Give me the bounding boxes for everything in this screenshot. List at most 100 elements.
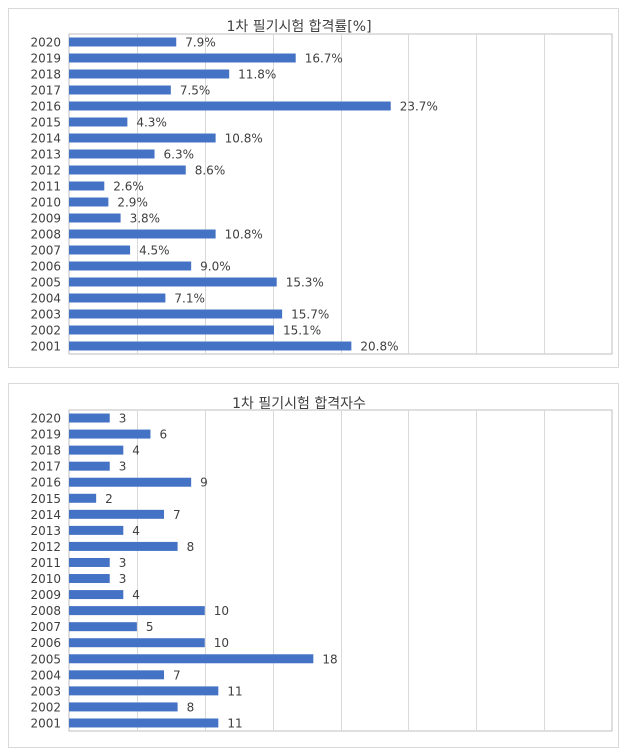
- chart-title: 1차 필기시험 합격자수: [232, 396, 366, 412]
- bar: [69, 670, 165, 680]
- category-label: 2012: [30, 540, 61, 554]
- bar: [69, 622, 137, 632]
- bar: [69, 461, 110, 471]
- data-label: 10.8%: [225, 228, 263, 242]
- bar: [69, 702, 178, 712]
- bar: [69, 477, 192, 487]
- bar: [69, 101, 391, 111]
- data-label: 7: [173, 508, 181, 522]
- bar: [69, 133, 216, 143]
- data-label: 9: [200, 476, 208, 490]
- category-label: 2016: [30, 476, 61, 490]
- category-label: 2004: [30, 292, 61, 306]
- bar: [69, 37, 177, 47]
- bar: [69, 165, 186, 175]
- bar: [69, 686, 219, 696]
- category-label: 2013: [30, 148, 61, 162]
- bar: [69, 541, 178, 551]
- data-label: 10.8%: [225, 132, 263, 146]
- data-label: 4: [132, 444, 140, 458]
- category-label: 2014: [30, 132, 61, 146]
- bar: [69, 261, 192, 271]
- pass-count-chart: 1차 필기시험 합격자수 2020 3 2019 6 2018 4 2017 3 2016 9 20…: [30, 396, 613, 732]
- category-label: 2001: [30, 716, 61, 730]
- category-label: 2019: [30, 52, 61, 66]
- category-label: 2014: [30, 508, 61, 522]
- data-label: 11: [227, 716, 242, 730]
- data-label: 2.9%: [117, 196, 147, 210]
- category-label: 2004: [30, 668, 61, 682]
- data-label: 8.6%: [195, 164, 226, 178]
- pass-rate-chart: 1차 필기시험 합격률[%] 2020 7.9% 2019 16.7% 2018 11.8…: [30, 19, 613, 355]
- bar: [69, 309, 283, 319]
- category-label: 2016: [30, 100, 61, 114]
- plot-area-border: [68, 409, 613, 732]
- category-label: 2001: [30, 340, 61, 354]
- bar: [69, 117, 128, 127]
- category-label: 2008: [30, 604, 61, 618]
- category-label: 2015: [30, 116, 61, 130]
- category-label: 2019: [30, 428, 61, 442]
- data-label: 23.7%: [400, 100, 438, 114]
- plot-area-border: [68, 33, 613, 355]
- data-label: 6.3%: [164, 148, 195, 162]
- category-label: 2015: [30, 492, 61, 506]
- bar: [69, 69, 230, 79]
- category-label: 2002: [30, 700, 61, 714]
- bar: [69, 85, 171, 95]
- data-label: 10: [214, 636, 229, 650]
- bar: [69, 181, 105, 191]
- data-label: 16.7%: [305, 52, 343, 66]
- bar: [69, 509, 165, 519]
- chart-title: 1차 필기시험 합격률[%]: [226, 19, 371, 35]
- bar: [69, 245, 131, 255]
- bar: [69, 229, 216, 239]
- category-label: 2018: [30, 68, 61, 82]
- category-label: 2009: [30, 588, 61, 602]
- bar: [69, 718, 219, 728]
- bar: [69, 557, 110, 567]
- data-label: 11.8%: [238, 68, 276, 82]
- data-label: 15.7%: [291, 308, 329, 322]
- bar: [69, 525, 124, 535]
- bar: [69, 197, 109, 207]
- bar: [69, 638, 205, 648]
- data-label: 11: [227, 684, 242, 698]
- data-label: 7.1%: [174, 292, 205, 306]
- data-label: 2: [105, 492, 113, 506]
- data-label: 20.8%: [360, 340, 398, 354]
- category-label: 2008: [30, 228, 61, 242]
- category-label: 2006: [30, 260, 61, 274]
- data-label: 6: [159, 428, 167, 442]
- data-label: 7: [173, 668, 181, 682]
- data-label: 8: [187, 540, 195, 554]
- bar: [69, 53, 296, 63]
- category-label: 2011: [30, 180, 61, 194]
- data-label: 4: [132, 524, 140, 538]
- pass-count-chart-panel: 1차 필기시험 합격자수 2020 3 2019 6 2018 4 2017 3 2016 9 20…: [8, 383, 619, 748]
- bar: [69, 590, 124, 600]
- bar: [69, 654, 314, 664]
- category-label: 2020: [30, 36, 61, 50]
- data-label: 4: [132, 588, 140, 602]
- data-label: 3: [119, 460, 127, 474]
- data-label: 3.8%: [130, 212, 161, 226]
- bar: [69, 429, 151, 439]
- category-label: 2009: [30, 212, 61, 226]
- data-label: 15.3%: [286, 276, 324, 290]
- category-label: 2013: [30, 524, 61, 538]
- category-label: 2012: [30, 164, 61, 178]
- category-label: 2005: [30, 276, 61, 290]
- data-label: 8: [187, 700, 195, 714]
- bar: [69, 493, 97, 503]
- category-label: 2020: [30, 412, 61, 426]
- category-label: 2010: [30, 196, 61, 210]
- category-label: 2007: [30, 620, 61, 634]
- data-label: 2.6%: [113, 180, 144, 194]
- data-label: 18: [322, 652, 337, 666]
- category-label: 2017: [30, 460, 61, 474]
- category-label: 2017: [30, 84, 61, 98]
- data-label: 10: [214, 604, 229, 618]
- category-label: 2010: [30, 572, 61, 586]
- category-label: 2011: [30, 556, 61, 570]
